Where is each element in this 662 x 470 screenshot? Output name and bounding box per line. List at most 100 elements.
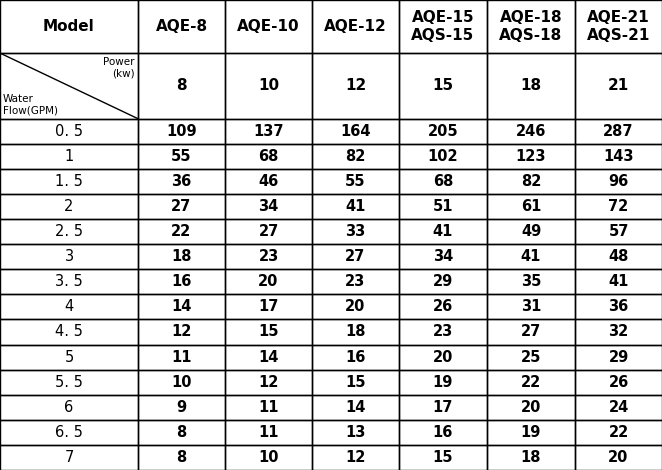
Text: 15: 15 [433, 450, 453, 465]
Bar [225, 144, 312, 169]
Bar [575, 445, 662, 470]
Bar [399, 420, 487, 445]
Text: 36: 36 [608, 299, 629, 314]
Bar [312, 169, 399, 194]
Bar [312, 53, 399, 119]
Text: 22: 22 [521, 375, 541, 390]
Text: 15: 15 [258, 324, 279, 339]
Bar [138, 269, 225, 294]
Bar [575, 119, 662, 144]
Text: 18: 18 [171, 249, 192, 264]
Text: AQE-10: AQE-10 [237, 19, 300, 34]
Bar [399, 395, 487, 420]
Text: 12: 12 [345, 78, 366, 94]
Text: Model: Model [43, 19, 95, 34]
Bar [487, 194, 575, 219]
Text: 22: 22 [171, 224, 191, 239]
Bar [487, 244, 575, 269]
Text: 29: 29 [608, 350, 629, 365]
Text: 10: 10 [171, 375, 192, 390]
Text: 3: 3 [64, 249, 73, 264]
Bar [225, 119, 312, 144]
Bar [225, 345, 312, 369]
Text: 27: 27 [258, 224, 279, 239]
Bar [225, 269, 312, 294]
Text: 14: 14 [171, 299, 192, 314]
Bar [487, 144, 575, 169]
Bar [138, 395, 225, 420]
Text: 16: 16 [433, 425, 453, 440]
Text: 23: 23 [258, 249, 279, 264]
Text: 246: 246 [516, 124, 546, 139]
Text: 26: 26 [433, 299, 453, 314]
Bar [487, 169, 575, 194]
Text: 15: 15 [432, 78, 453, 94]
Bar [138, 294, 225, 320]
Text: 51: 51 [433, 199, 453, 214]
Text: 11: 11 [171, 350, 192, 365]
Bar [0, 369, 138, 395]
Bar [0, 445, 138, 470]
Bar [312, 294, 399, 320]
Text: 2. 5: 2. 5 [55, 224, 83, 239]
Text: 287: 287 [603, 124, 634, 139]
Text: 109: 109 [166, 124, 197, 139]
Text: 3. 5: 3. 5 [55, 274, 83, 290]
Text: 55: 55 [346, 174, 365, 189]
Text: 46: 46 [258, 174, 279, 189]
Bar [575, 395, 662, 420]
Text: 12: 12 [171, 324, 192, 339]
Text: 61: 61 [521, 199, 542, 214]
Text: 82: 82 [521, 174, 542, 189]
Bar [487, 420, 575, 445]
Text: 57: 57 [608, 224, 629, 239]
Bar [0, 194, 138, 219]
Text: 19: 19 [521, 425, 542, 440]
Text: 27: 27 [521, 324, 541, 339]
Bar [0, 395, 138, 420]
Text: 9: 9 [177, 400, 187, 415]
Text: 26: 26 [608, 375, 629, 390]
Text: 55: 55 [171, 149, 192, 164]
Bar [225, 320, 312, 345]
Text: 10: 10 [258, 78, 279, 94]
Text: 20: 20 [346, 299, 365, 314]
Text: 41: 41 [521, 249, 542, 264]
Bar [575, 369, 662, 395]
Bar [575, 0, 662, 53]
Bar [575, 53, 662, 119]
Bar [399, 320, 487, 345]
Bar [487, 219, 575, 244]
Text: 23: 23 [346, 274, 365, 290]
Bar [312, 119, 399, 144]
Text: Power
(kw): Power (kw) [103, 57, 135, 78]
Text: 10: 10 [258, 450, 279, 465]
Bar [312, 345, 399, 369]
Text: 12: 12 [258, 375, 279, 390]
Text: 20: 20 [521, 400, 542, 415]
Bar [575, 420, 662, 445]
Bar [225, 294, 312, 320]
Text: 5: 5 [64, 350, 73, 365]
Bar [312, 445, 399, 470]
Text: 96: 96 [608, 174, 629, 189]
Text: 1: 1 [64, 149, 73, 164]
Bar [138, 320, 225, 345]
Text: 82: 82 [346, 149, 365, 164]
Bar [225, 0, 312, 53]
Bar [138, 420, 225, 445]
Text: 14: 14 [346, 400, 365, 415]
Bar [138, 144, 225, 169]
Text: 36: 36 [171, 174, 191, 189]
Text: 7: 7 [64, 450, 73, 465]
Bar [0, 144, 138, 169]
Bar [575, 294, 662, 320]
Bar [312, 395, 399, 420]
Bar [399, 219, 487, 244]
Text: 41: 41 [433, 224, 453, 239]
Text: 164: 164 [340, 124, 371, 139]
Text: 34: 34 [433, 249, 453, 264]
Text: 13: 13 [346, 425, 365, 440]
Bar [312, 369, 399, 395]
Bar [312, 269, 399, 294]
